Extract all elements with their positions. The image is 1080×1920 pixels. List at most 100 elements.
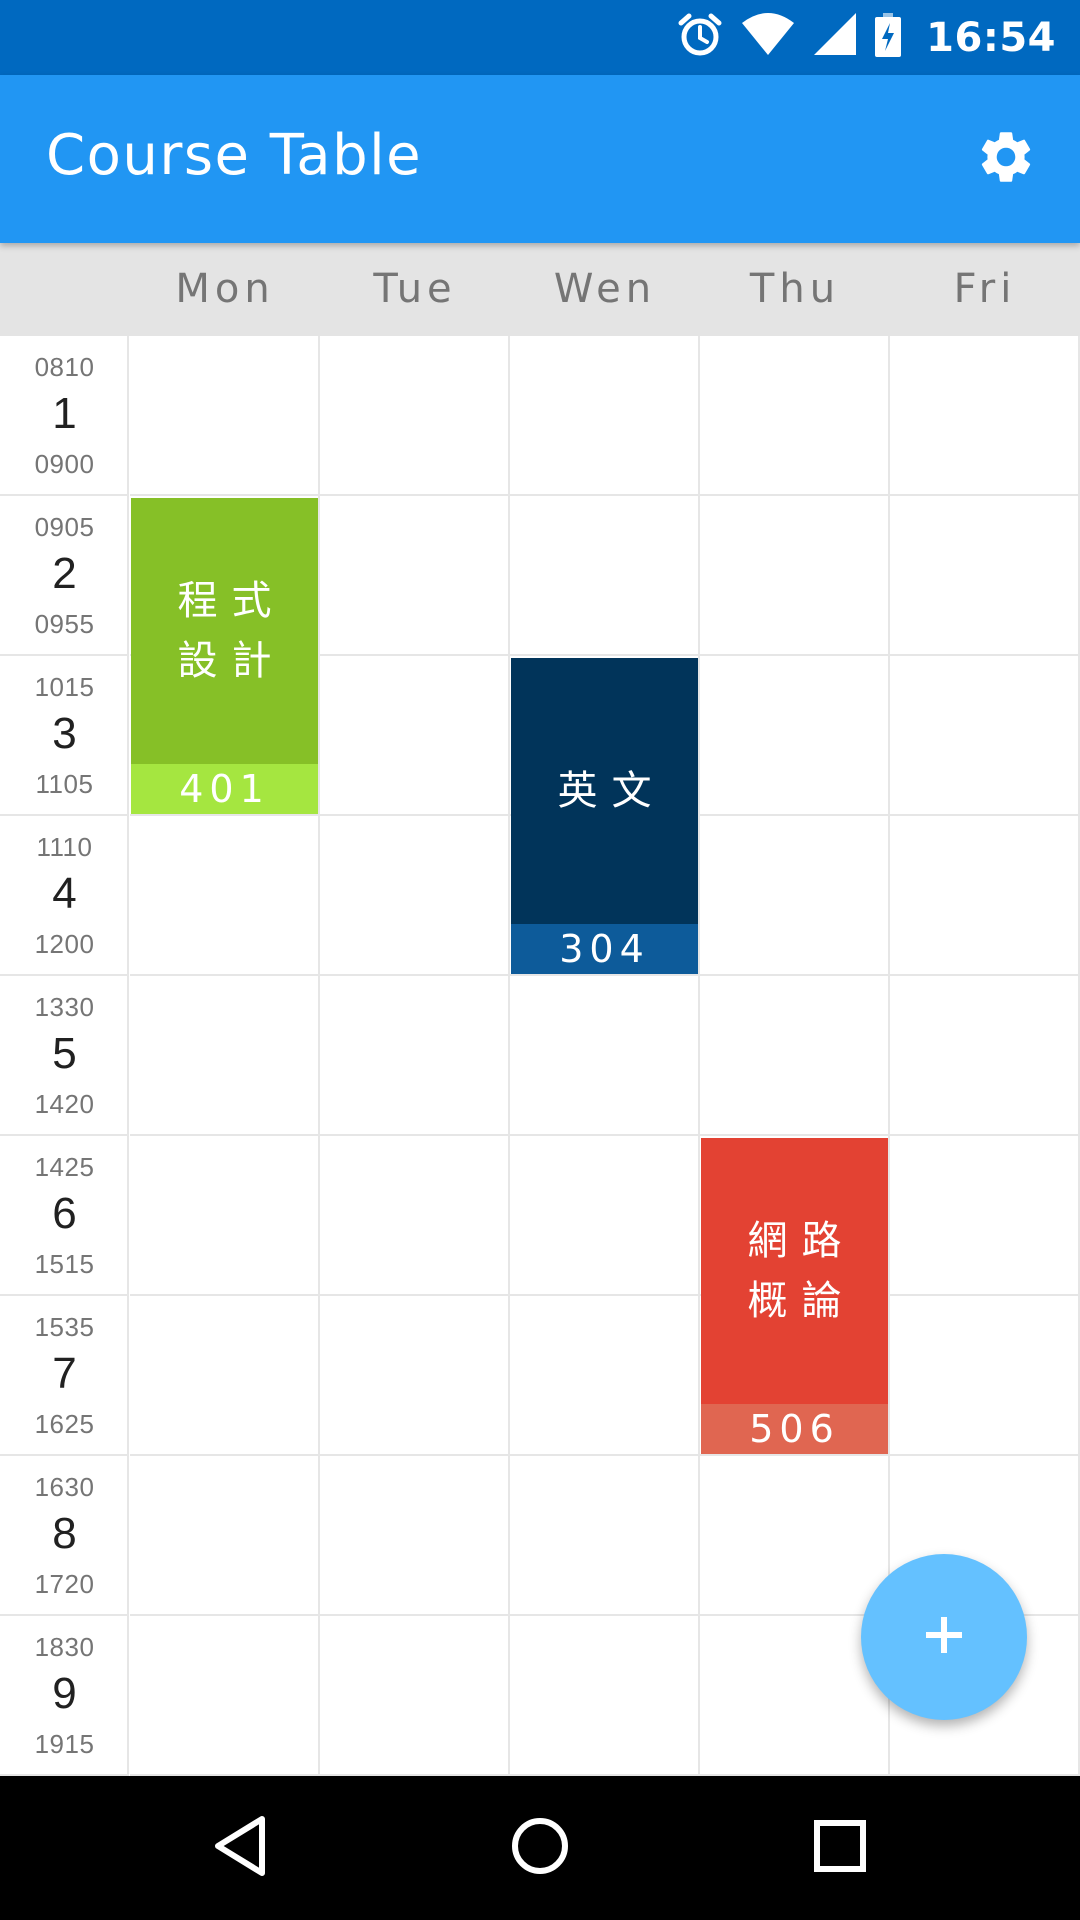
period-end-time: 1515	[34, 1249, 95, 1279]
timetable-cell[interactable]	[700, 656, 890, 816]
timetable-cell[interactable]	[890, 1616, 1080, 1776]
timetable-cell[interactable]	[890, 976, 1080, 1136]
app-title: Course Table	[46, 123, 423, 188]
course-name: 程式設計	[177, 578, 286, 684]
timetable-cell[interactable]	[130, 1136, 320, 1296]
plus-icon	[924, 1615, 964, 1660]
timetable-cell[interactable]	[130, 1616, 320, 1776]
timetable-cell[interactable]	[890, 496, 1080, 656]
timetable-cell[interactable]	[320, 1616, 510, 1776]
period-start-time: 1535	[34, 1312, 95, 1342]
back-button[interactable]	[190, 1798, 290, 1898]
timetable-cell[interactable]	[510, 496, 700, 656]
day-header: Mon Tue Wen Thu Fri	[0, 243, 1080, 336]
timetable-cell[interactable]	[700, 496, 890, 656]
period-4: 1110 4 1200	[0, 816, 129, 976]
clock: 16:54	[926, 14, 1056, 61]
cellular-signal-icon	[812, 11, 858, 64]
timetable-cell[interactable]	[320, 976, 510, 1136]
timetable-cell[interactable]	[320, 1456, 510, 1616]
day-label-fri: Fri	[953, 266, 1017, 312]
period-index: 5	[52, 1029, 77, 1078]
day-label-mon: Mon	[175, 266, 275, 312]
wifi-icon	[740, 11, 796, 64]
course-block[interactable]: 網路概論 506	[701, 1138, 888, 1454]
course-room: 506	[701, 1404, 888, 1454]
period-3: 1015 3 1105	[0, 656, 129, 816]
settings-button[interactable]	[972, 125, 1040, 193]
timetable-cell[interactable]	[510, 976, 700, 1136]
timetable-cell[interactable]	[890, 1136, 1080, 1296]
status-bar: 16:54	[0, 0, 1080, 75]
period-start-time: 1015	[34, 672, 95, 702]
timetable-cell[interactable]	[320, 1296, 510, 1456]
timetable-cell[interactable]	[890, 336, 1080, 496]
course-name: 英文	[557, 768, 666, 814]
timetable-cell[interactable]	[890, 816, 1080, 976]
timetable-cell[interactable]	[320, 656, 510, 816]
timetable-cell[interactable]	[700, 816, 890, 976]
day-label-wen: Wen	[553, 266, 657, 312]
period-start-time: 1110	[36, 832, 93, 862]
day-label-thu: Thu	[749, 266, 841, 312]
timetable-cell[interactable]	[320, 496, 510, 656]
timetable-cell[interactable]	[130, 816, 320, 976]
recents-button[interactable]	[790, 1798, 890, 1898]
period-index: 3	[52, 709, 77, 758]
alarm-icon	[676, 11, 724, 64]
period-9: 1830 9 1915	[0, 1616, 129, 1776]
timetable-cell[interactable]	[510, 336, 700, 496]
period-end-time: 1200	[34, 929, 95, 959]
period-start-time: 1330	[34, 992, 95, 1022]
period-index: 6	[52, 1189, 77, 1238]
period-index: 2	[52, 549, 77, 598]
period-end-time: 1625	[34, 1409, 95, 1439]
timetable-cell[interactable]	[700, 336, 890, 496]
period-5: 1330 5 1420	[0, 976, 129, 1136]
timetable-cell[interactable]	[130, 976, 320, 1136]
timetable-cell[interactable]	[510, 816, 700, 976]
timetable-cell[interactable]	[130, 336, 320, 496]
timetable-cell[interactable]	[510, 1616, 700, 1776]
period-start-time: 0905	[34, 512, 95, 542]
period-start-time: 1830	[34, 1632, 95, 1662]
period-1: 0810 1 0900	[0, 336, 129, 496]
course-block[interactable]: 程式設計 401	[131, 498, 318, 814]
back-icon	[210, 1814, 270, 1883]
navigation-bar	[0, 1776, 1080, 1920]
timetable-cell[interactable]	[320, 1136, 510, 1296]
timetable-cell[interactable]	[890, 656, 1080, 816]
add-course-button[interactable]	[861, 1554, 1027, 1720]
timetable-cell[interactable]	[130, 1296, 320, 1456]
home-button[interactable]	[490, 1798, 590, 1898]
timetable-cell[interactable]	[320, 816, 510, 976]
period-6: 1425 6 1515	[0, 1136, 129, 1296]
timetable-cell[interactable]	[510, 1456, 700, 1616]
timetable-cell[interactable]	[510, 1296, 700, 1456]
timetable-cell[interactable]	[130, 1456, 320, 1616]
period-end-time: 1420	[34, 1089, 95, 1119]
status-icons: 16:54	[676, 0, 1056, 75]
timetable-cell[interactable]	[320, 336, 510, 496]
timetable-cell[interactable]	[700, 976, 890, 1136]
period-end-time: 1720	[34, 1569, 95, 1599]
home-icon	[510, 1816, 570, 1881]
course-room: 304	[511, 924, 698, 974]
period-7: 1535 7 1625	[0, 1296, 129, 1456]
app-bar: Course Table	[0, 75, 1080, 243]
period-start-time: 1425	[34, 1152, 95, 1182]
timetable-cell[interactable]	[700, 1296, 890, 1456]
course-room: 401	[131, 764, 318, 814]
timetable-cell[interactable]	[700, 1456, 890, 1616]
course-name: 網路概論	[747, 1218, 856, 1324]
timetable-cell[interactable]	[510, 1136, 700, 1296]
period-index: 1	[52, 389, 77, 438]
timetable-cell[interactable]	[130, 656, 320, 816]
course-block[interactable]: 英文 304	[511, 658, 698, 974]
period-index: 8	[52, 1509, 77, 1558]
period-end-time: 1105	[35, 769, 94, 799]
period-start-time: 0810	[34, 352, 95, 382]
timetable-cell[interactable]	[890, 1296, 1080, 1456]
day-label-tue: Tue	[373, 266, 457, 312]
recents-icon	[813, 1819, 867, 1878]
